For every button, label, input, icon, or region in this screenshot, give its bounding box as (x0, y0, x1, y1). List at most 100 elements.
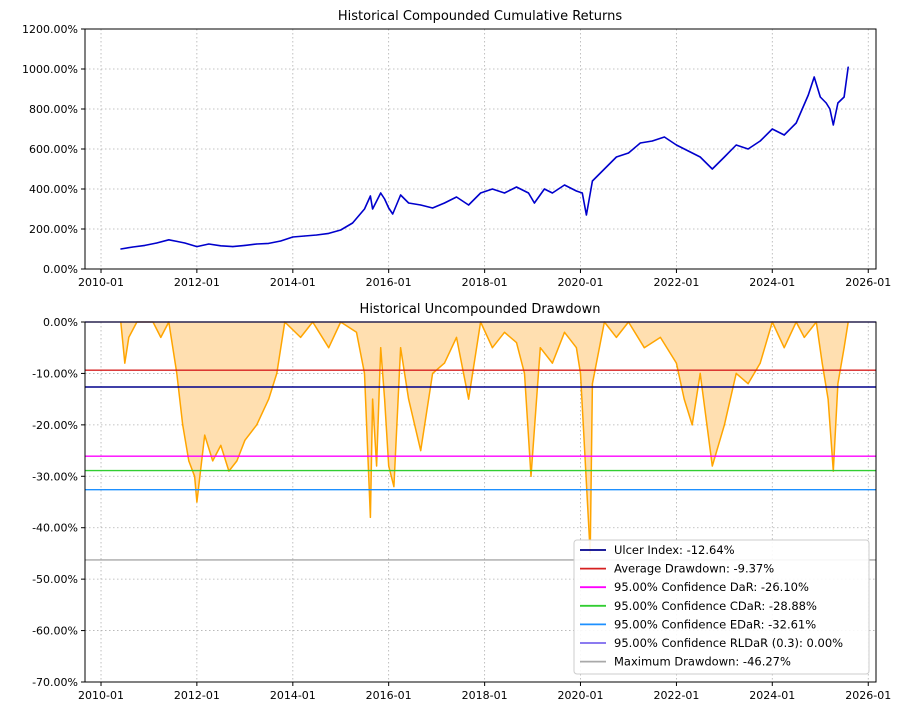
drawdown-point (579, 372, 582, 374)
drawdown-point (380, 347, 382, 349)
drawdown-point (675, 362, 678, 364)
cumulative-returns-point (627, 152, 630, 154)
cumulative-returns-point (340, 229, 342, 231)
drawdown-point (837, 383, 839, 385)
drawdown-point (615, 336, 618, 338)
cumulative-returns-point (184, 242, 186, 244)
cumulative-returns-point (244, 244, 246, 246)
drawdown-point (188, 460, 190, 462)
drawdown-point (735, 372, 737, 374)
x-tick-label: 2010-01 (78, 276, 124, 289)
cumulative-returns-point (420, 204, 422, 206)
drawdown-point (843, 347, 845, 349)
legend-box (573, 539, 870, 675)
cumulative-returns-point (400, 194, 402, 196)
x-tick-label: 2024-01 (749, 276, 795, 289)
y-tick-label: -10.00% (32, 367, 78, 380)
drawdown-point (783, 347, 785, 349)
cumulative-returns-point (551, 192, 554, 194)
cumulative-returns-point (352, 222, 354, 224)
cumulative-returns-title: Historical Compounded Cumulative Returns (338, 9, 623, 24)
y-tick-label: 1200.00% (22, 23, 78, 36)
drawdown-point (563, 331, 566, 333)
y-tick-label: 400.00% (29, 183, 78, 196)
drawdown-point (759, 362, 761, 364)
legend-label: 95.00% Confidence DaR: -26.10% (614, 580, 809, 594)
cumulative-returns-point (168, 239, 170, 241)
cumulative-returns-point (408, 202, 410, 204)
cumulative-returns-point (687, 150, 689, 152)
cumulative-returns-point (176, 240, 178, 242)
x-tick-label: 2018-01 (462, 689, 508, 702)
x-tick-label: 2012-01 (174, 276, 220, 289)
x-tick-label: 2014-01 (270, 276, 316, 289)
drawdown-legend: Ulcer Index: -12.64% Average Drawdown: -9… (573, 539, 870, 675)
cumulative-returns-point (380, 192, 382, 194)
drawdown-point (530, 475, 532, 477)
x-tick-label: 2024-01 (749, 689, 795, 702)
drawdown-point (443, 362, 446, 364)
drawdown-point (244, 439, 246, 441)
drawdown-point (355, 331, 358, 333)
cumulative-returns-point (843, 96, 845, 98)
drawdown-point (503, 331, 506, 333)
cumulative-returns-point (527, 192, 530, 194)
drawdown-point (699, 372, 701, 374)
drawdown-point (160, 336, 162, 338)
cumulative-returns-point (220, 245, 222, 247)
drawdown-point (268, 398, 270, 400)
cumulative-returns-point (256, 243, 258, 245)
drawdown-point (827, 398, 829, 400)
drawdown-point (455, 336, 458, 338)
drawdown-point (821, 362, 823, 364)
cumulative-returns-point (581, 192, 583, 194)
drawdown-point (523, 372, 526, 374)
drawdown-plot-frame (84, 321, 877, 683)
y-tick-label: 1000.00% (22, 63, 78, 76)
drawdown-point (575, 347, 578, 349)
legend-label: 95.00% Confidence CDaR: -28.88% (614, 599, 817, 613)
cumulative-returns-point (837, 102, 839, 104)
cumulative-returns-point (575, 190, 578, 192)
cumulative-returns-point (363, 208, 366, 210)
cumulative-returns-point (280, 240, 282, 242)
cumulative-returns-point (120, 248, 122, 250)
cumulative-returns-point (208, 243, 210, 245)
drawdown-point (328, 347, 330, 349)
x-tick-label: 2022-01 (653, 276, 699, 289)
y-tick-label: 0.00% (43, 263, 78, 276)
cumulative-returns-point (316, 234, 318, 236)
y-tick-label: 600.00% (29, 143, 78, 156)
cumulative-returns-point (747, 148, 749, 150)
cumulative-returns-point (783, 134, 785, 136)
x-tick-label: 2026-01 (845, 276, 891, 289)
x-tick-label: 2020-01 (557, 276, 603, 289)
cumulative-returns-point (651, 140, 653, 142)
drawdown-point (515, 342, 518, 344)
drawdown-point (276, 372, 278, 374)
drawdown-line (120, 321, 849, 555)
cumulative-returns-point (825, 102, 827, 104)
x-tick-label: 2016-01 (366, 689, 412, 702)
drawdown-point (124, 362, 126, 364)
y-tick-label: 800.00% (29, 103, 78, 116)
drawdown-point (363, 372, 366, 374)
cumulative-returns-point (807, 94, 809, 96)
legend-label: 95.00% Confidence RLDaR (0.3): 0.00% (614, 636, 843, 650)
cumulative-returns-point (543, 188, 546, 190)
cumulative-returns-point (699, 156, 701, 158)
drawdown-point (196, 501, 198, 503)
drawdown-point (491, 347, 493, 349)
drawdown-point (176, 372, 178, 374)
drawdown-point (539, 347, 541, 349)
legend-label: 95.00% Confidence EDaR: -32.61% (614, 617, 816, 631)
cumulative-returns-point (832, 124, 834, 126)
cumulative-returns-point (268, 242, 270, 244)
cumulative-returns-point (369, 195, 371, 197)
cumulative-returns-grid (85, 28, 876, 270)
x-tick-label: 2016-01 (366, 276, 412, 289)
drawdown-point (432, 372, 434, 374)
drawdown-point (723, 424, 726, 426)
x-tick-label: 2026-01 (845, 689, 891, 702)
cumulative-returns-series (120, 66, 849, 250)
